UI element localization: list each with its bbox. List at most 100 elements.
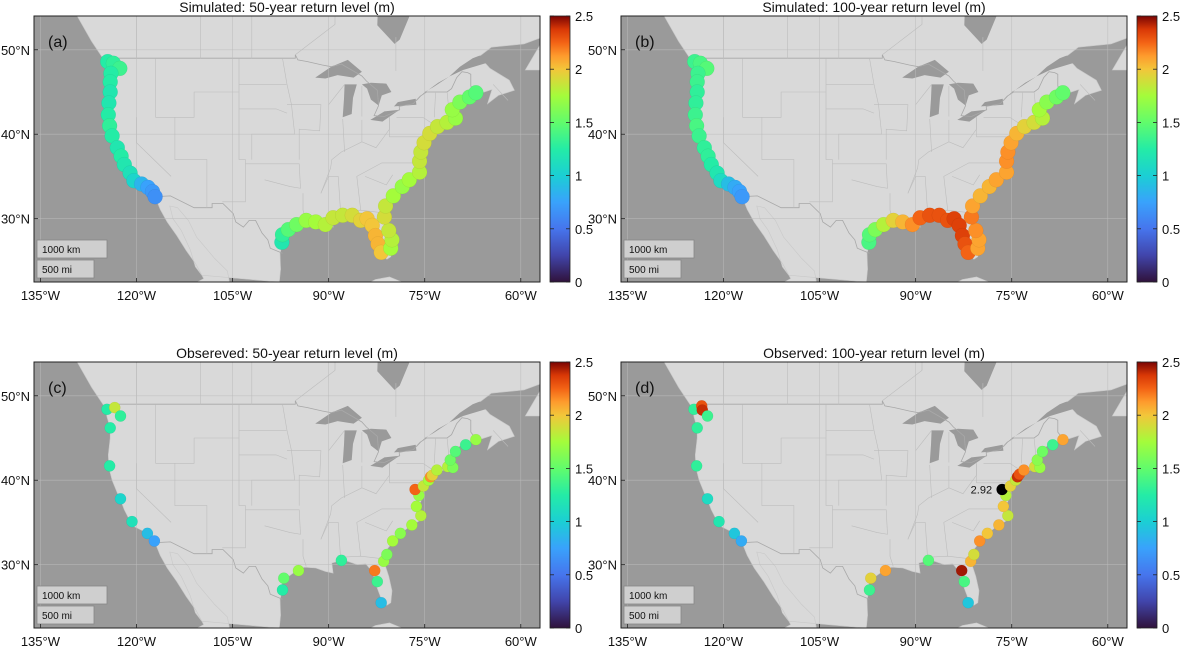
x-tick-label: 60°W [505,288,538,303]
x-tick-label: 135°W [21,288,61,303]
state-border [343,555,384,560]
data-point [108,401,121,414]
data-point [381,548,393,561]
lake [948,82,979,106]
scale-bar-km [623,585,695,605]
state-border [929,464,932,499]
state-border [356,162,420,211]
lake [902,59,949,79]
land-cuba [957,622,990,628]
st-lawrence [416,401,494,448]
state-border [492,84,509,101]
state-border [155,58,240,118]
state-border [222,92,246,203]
state-border [832,509,888,535]
state-border [446,437,450,458]
state-border [295,362,336,402]
data-point [468,85,484,101]
state-border [826,108,875,114]
state-border [874,450,909,506]
x-tick-label: 105°W [213,288,253,303]
state-border [320,463,390,540]
x-tick-label: 75°W [409,634,442,647]
data-points [101,401,482,609]
data-point [879,564,892,577]
state-border [1021,91,1023,118]
scale-bar-km [36,239,108,259]
map-area: 2.92 1000 km 500 mi [621,362,1127,628]
colorbar-gradient [1136,15,1158,283]
data-point [394,527,407,540]
state-border [809,438,833,549]
lake [964,16,997,44]
state-border [364,520,393,532]
scale-bar-km-label: 1000 km [629,245,667,256]
data-point [114,492,127,505]
chart-title: Simulated: 50-year return level (m) [179,0,395,15]
annotation-label: 2.92 [971,485,992,497]
data-point [103,460,116,472]
colorbar-tick-label: 1 [575,169,582,184]
border-mexico [155,195,283,254]
state-border [328,84,345,105]
state-border [915,84,932,105]
y-tick-label: 40°N [588,473,617,488]
lake [948,428,979,452]
data-point [973,535,986,547]
colorbar: 0 0.5 1 1.5 2 2.5 [1136,355,1180,636]
chart-title: Observed: 100-year return level (m) [763,345,985,361]
scale-bar-mi-label: 500 mi [629,265,659,276]
data-point [863,584,876,596]
state-border [287,104,322,160]
x-tick-label: 105°W [800,288,840,303]
data-point [386,535,399,547]
data-point [690,460,703,472]
st-lawrence [1003,401,1081,448]
state-border [882,16,923,56]
state-border [915,430,932,451]
state-border [809,92,833,203]
data-point [375,596,388,609]
data-point [728,527,741,540]
state-border [356,508,420,557]
scale-bar: 1000 km 500 mi [36,585,108,625]
state-border [832,163,888,189]
data-point [147,188,163,205]
state-border [874,104,909,160]
x-tick-label: 90°W [900,634,933,647]
panel-b: Simulated: 100-year return level (m) 1000… [588,0,1180,303]
data-point [126,515,138,528]
land-newfoundland [524,390,540,417]
y-tick-label: 40°N [1,127,30,142]
y-tick-label: 30°N [1,558,30,573]
data-point [972,188,989,204]
x-tick-label: 120°W [117,288,157,303]
data-point [406,519,418,531]
x-tick-label: 75°W [996,634,1029,647]
state-border [302,539,307,567]
axes-frame [620,361,1128,629]
state-border [328,430,345,451]
data-point [1055,85,1071,101]
colorbar: 0 0.5 1 1.5 2 2.5 [549,9,593,290]
colorbar-tick-label: 2.5 [1162,9,1180,24]
data-point [988,172,1005,188]
data-point [114,410,127,422]
data-point [470,433,482,446]
lake [377,16,410,44]
map-area: 1000 km 500 mi [34,16,540,282]
axes-frame [33,15,541,283]
state-border [174,117,208,208]
colorbar-tick-label: 1 [575,515,582,530]
state-border [251,58,296,160]
colorbar-tick-label: 0.5 [1162,222,1180,237]
state-border [826,454,875,460]
data-point [385,188,402,204]
data-point [955,564,968,577]
border-mexico [742,195,870,254]
data-point [734,188,750,205]
x-tick-label: 60°W [505,634,538,647]
state-border [492,430,509,447]
border-canada [115,400,477,463]
